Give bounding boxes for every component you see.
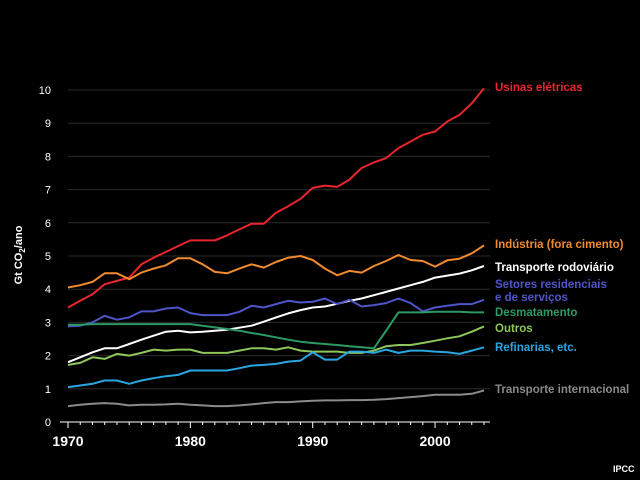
series-label-6: Refinarias, etc. (495, 342, 577, 354)
grid-lines (68, 89, 490, 390)
series-line-3 (67, 297, 485, 328)
y-tick-label: 7 (45, 185, 51, 197)
series-line-2 (67, 265, 485, 364)
series-line-4 (68, 310, 484, 350)
series-label-4: Desmatamento (495, 307, 577, 319)
series-label-0: Usinas elétricas (495, 82, 583, 94)
x-tick-label: 1970 (52, 433, 83, 449)
x-tick-label: 1990 (297, 433, 328, 449)
credit-label: IPCC (613, 464, 635, 474)
series-label-3-line2: e de serviços (495, 292, 568, 304)
y-tick-label: 10 (39, 85, 51, 97)
series-labels: Usinas elétricas Indústria (fora cimento)… (495, 82, 629, 396)
series-label-2: Transporte rodoviário (495, 262, 614, 274)
y-tick-label: 2 (45, 351, 51, 363)
y-tick-label: 8 (45, 151, 51, 163)
series-label-5: Outros (495, 323, 533, 335)
series-lines (67, 87, 485, 408)
y-axis-label-sub: 2 (18, 248, 27, 253)
y-tick-label: 3 (45, 317, 51, 329)
series-label-1: Indústria (fora cimento) (495, 239, 624, 251)
x-tick-label: 2000 (419, 433, 450, 449)
y-tick-label: 9 (45, 118, 51, 130)
y-tick-label: 1 (45, 384, 51, 396)
series-line-5 (67, 325, 485, 366)
x-axis: 1970 1980 1990 2000 (52, 421, 490, 449)
y-axis-label-prefix: Gt CO (13, 252, 25, 284)
y-axis-label-suffix: /ano (13, 225, 25, 248)
series-line-7 (67, 389, 485, 408)
series-label-7: Transporte internacional (495, 384, 629, 396)
series-line-1 (67, 244, 485, 289)
y-tick-label: 6 (45, 218, 51, 230)
series-label-3: Setores residenciais (495, 279, 607, 291)
y-tick-label: 4 (45, 284, 51, 296)
x-tick-label: 1980 (175, 433, 206, 449)
series-line-6 (67, 346, 485, 389)
y-axis-label: Gt CO2/ano (13, 225, 27, 284)
y-tick-label: 0 (45, 417, 51, 429)
y-axis-ticks: 0 1 2 3 4 5 6 7 8 9 10 (39, 85, 51, 429)
series-line-0 (67, 87, 485, 309)
y-tick-label: 5 (45, 251, 51, 263)
